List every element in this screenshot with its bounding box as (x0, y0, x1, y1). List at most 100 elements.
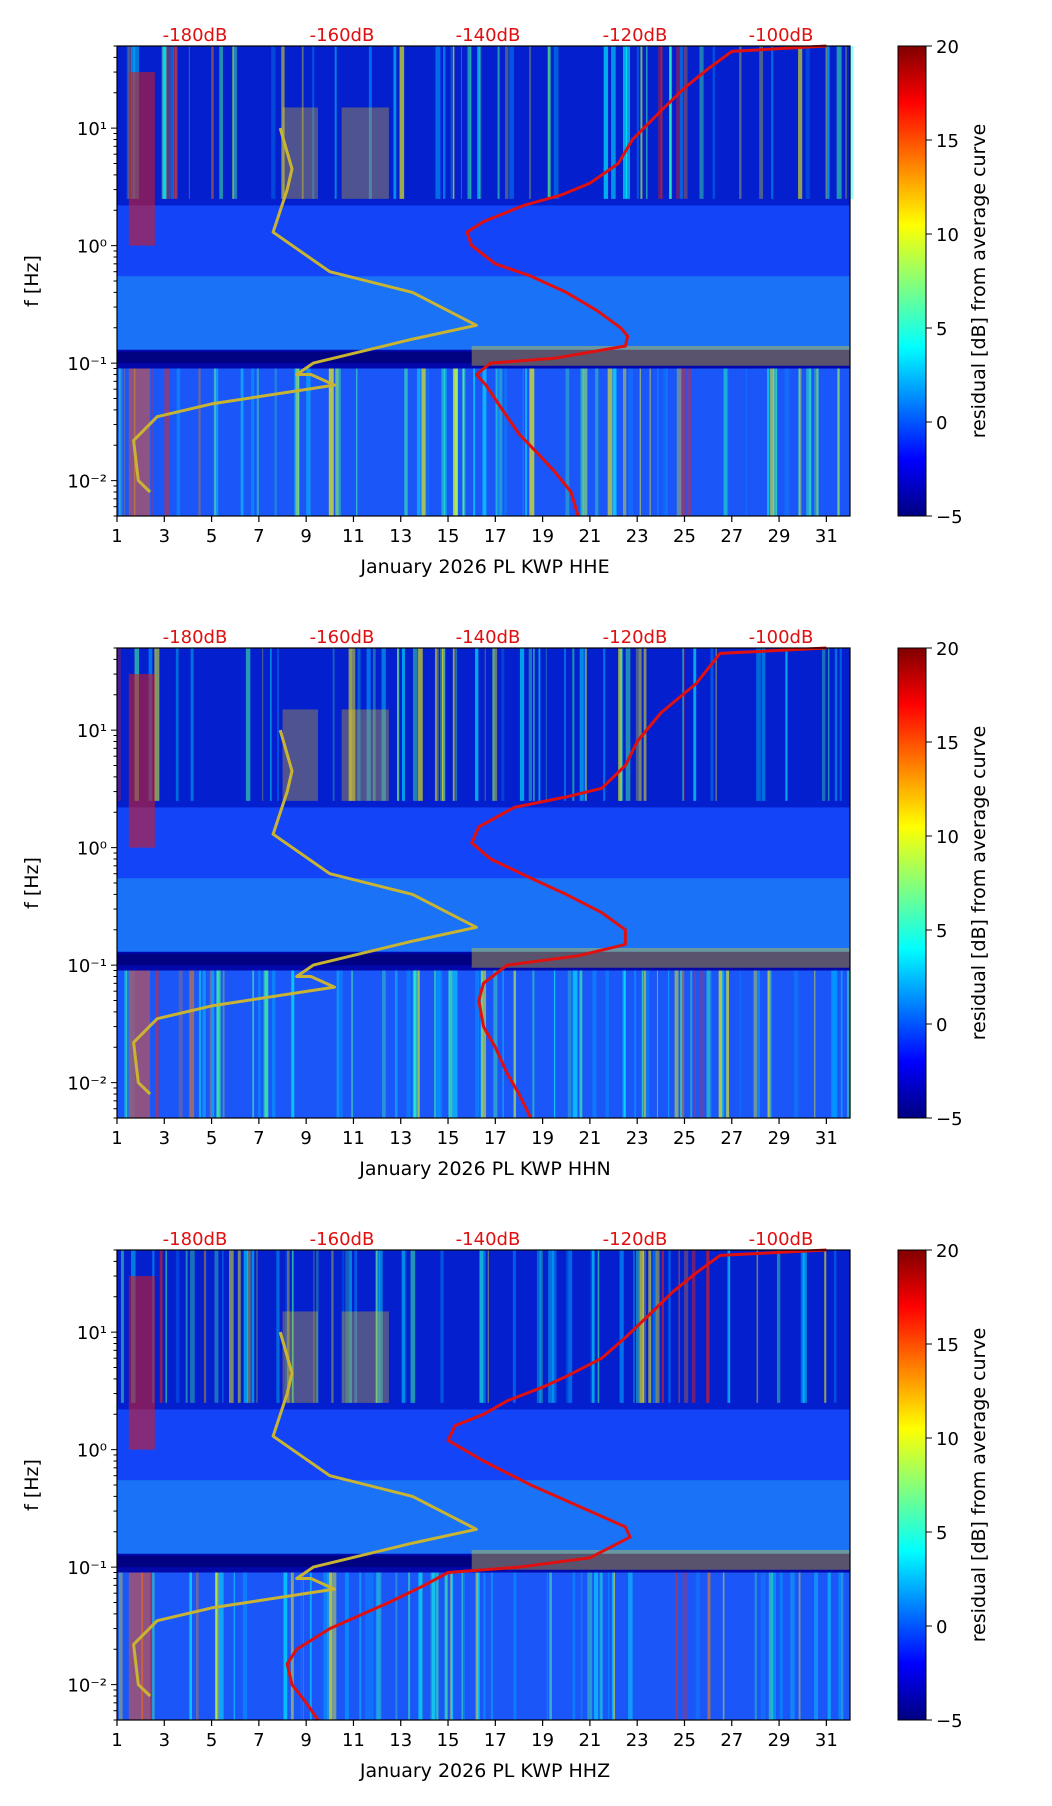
xlabel-hhe: January 2026 PL KWP HHE (359, 556, 609, 578)
x-tick-label: 3 (159, 526, 170, 547)
db-scale-label: -160dB (310, 1229, 375, 1250)
colorbar-gradient (897, 1249, 927, 1721)
db-scale-label: -160dB (310, 25, 375, 46)
y-tick-label: 10¹ (77, 119, 107, 140)
x-tick-label: 31 (815, 526, 838, 547)
colorbar-tick-label: 0 (936, 413, 947, 434)
x-tick-label: 29 (768, 1128, 791, 1149)
colorbar-tick-label: 20 (936, 639, 959, 660)
colorbar: 20 15 10 5 0 −5 (897, 37, 963, 528)
colorbar-tick-label: 0 (936, 1617, 947, 1638)
ylabel-hhe: f [Hz] (21, 255, 43, 307)
x-tick-label: 17 (484, 1128, 507, 1149)
xlabel-hhz: January 2026 PL KWP HHZ (359, 1760, 610, 1782)
colorbar-tick-label: 15 (936, 131, 959, 152)
reference-noise-model-line (132, 1331, 478, 1698)
db-scale-label: -180dB (163, 25, 228, 46)
colorbar-tick-label: −5 (936, 1711, 963, 1732)
y-tick-label: 10⁻¹ (67, 956, 107, 977)
x-tick-label: 15 (437, 1730, 460, 1751)
x-tick-label: 17 (484, 1730, 507, 1751)
x-tick-label: 15 (437, 526, 460, 547)
colorbar-tick-label: 5 (936, 1523, 947, 1544)
colorbar-gradient (897, 647, 927, 1119)
ylabel-hhn: f [Hz] (21, 857, 43, 909)
colorbar-label-hhn: residual [dB] from average curve (968, 726, 990, 1041)
average-psd-line (465, 44, 827, 517)
db-scale-label: -180dB (163, 1229, 228, 1250)
x-tick-label: 15 (437, 1128, 460, 1149)
x-tick-label: 11 (342, 1730, 365, 1751)
x-tick-label: 27 (720, 1128, 743, 1149)
x-tick-label: 13 (389, 1730, 412, 1751)
spectrogram-image (117, 1250, 850, 1720)
x-tick-label: 31 (815, 1730, 838, 1751)
y-tick-label: 10⁻¹ (67, 1558, 107, 1579)
x-tick-label: 21 (578, 1128, 601, 1149)
colorbar-tick-label: −5 (936, 1109, 963, 1130)
db-scale-label: -100dB (749, 1229, 814, 1250)
colorbar-tick-label: 10 (936, 1429, 959, 1450)
x-tick-label: 1 (111, 1128, 122, 1149)
x-tick-label: 9 (300, 526, 311, 547)
colorbar-tick-label: 20 (936, 37, 959, 58)
colorbar: 20 15 10 5 0 −5 (897, 639, 963, 1130)
colorbar-tick-label: 0 (936, 1015, 947, 1036)
x-tick-label: 21 (578, 1730, 601, 1751)
colorbar-tick-label: 10 (936, 827, 959, 848)
panel-hhn: 1 3 5 7 9 11 13 15 17 19 21 23 25 27 29 3110⁻²10⁻¹10⁰10… (67, 627, 962, 1149)
db-scale-label: -120dB (603, 1229, 668, 1250)
x-tick-label: 23 (626, 1730, 649, 1751)
x-tick-label: 21 (578, 526, 601, 547)
y-tick-label: 10⁰ (77, 237, 107, 258)
db-scale-label: -140dB (456, 1229, 521, 1250)
db-scale-label: -140dB (456, 627, 521, 648)
x-tick-label: 7 (253, 1730, 264, 1751)
db-scale-label: -160dB (310, 627, 375, 648)
ylabel-hhz: f [Hz] (21, 1459, 43, 1511)
x-tick-label: 13 (389, 526, 412, 547)
x-tick-label: 11 (342, 1128, 365, 1149)
y-tick-label: 10⁻¹ (67, 354, 107, 375)
db-scale-label: -120dB (603, 627, 668, 648)
x-tick-label: 17 (484, 526, 507, 547)
x-tick-label: 1 (111, 1730, 122, 1751)
colorbar-tick-label: 20 (936, 1241, 959, 1262)
colorbar-label-hhz: residual [dB] from average curve (968, 1328, 990, 1643)
y-tick-label: 10¹ (77, 721, 107, 742)
x-tick-label: 29 (768, 1730, 791, 1751)
y-tick-label: 10⁻² (67, 1074, 107, 1095)
db-scale-label: -140dB (456, 25, 521, 46)
reference-noise-model-line (132, 729, 478, 1096)
x-tick-label: 11 (342, 526, 365, 547)
x-tick-label: 13 (389, 1128, 412, 1149)
x-tick-label: 7 (253, 1128, 264, 1149)
x-tick-label: 19 (531, 526, 554, 547)
x-tick-label: 23 (626, 1128, 649, 1149)
x-tick-label: 19 (531, 1730, 554, 1751)
x-tick-label: 3 (159, 1128, 170, 1149)
db-scale-label: -100dB (749, 627, 814, 648)
spectrogram-image (117, 46, 854, 516)
x-tick-label: 1 (111, 526, 122, 547)
y-tick-label: 10⁻² (67, 1676, 107, 1697)
xlabel-hhn: January 2026 PL KWP HHN (358, 1158, 610, 1180)
spectrogram-image (117, 648, 851, 1118)
db-scale-label: -100dB (749, 25, 814, 46)
panel-hhz: 1 3 5 7 9 11 13 15 17 19 21 23 25 27 29 3110⁻²10⁻¹10⁰10… (67, 1229, 962, 1751)
reference-noise-model-line (132, 127, 478, 494)
y-tick-label: 10¹ (77, 1323, 107, 1344)
panel-hhe: 1 3 5 7 9 11 13 15 17 19 21 23 25 27 29 3110⁻²10⁻¹10⁰10… (67, 25, 962, 547)
x-tick-label: 27 (720, 526, 743, 547)
x-tick-label: 29 (768, 526, 791, 547)
colorbar-tick-label: 5 (936, 921, 947, 942)
x-tick-label: 9 (300, 1128, 311, 1149)
x-tick-label: 3 (159, 1730, 170, 1751)
colorbar-tick-label: 15 (936, 733, 959, 754)
colorbar-label-hhe: residual [dB] from average curve (968, 124, 990, 439)
colorbar-tick-label: 10 (936, 225, 959, 246)
x-tick-label: 25 (673, 1128, 696, 1149)
x-tick-label: 5 (206, 1128, 217, 1149)
x-tick-label: 25 (673, 526, 696, 547)
colorbar-tick-label: −5 (936, 507, 963, 528)
